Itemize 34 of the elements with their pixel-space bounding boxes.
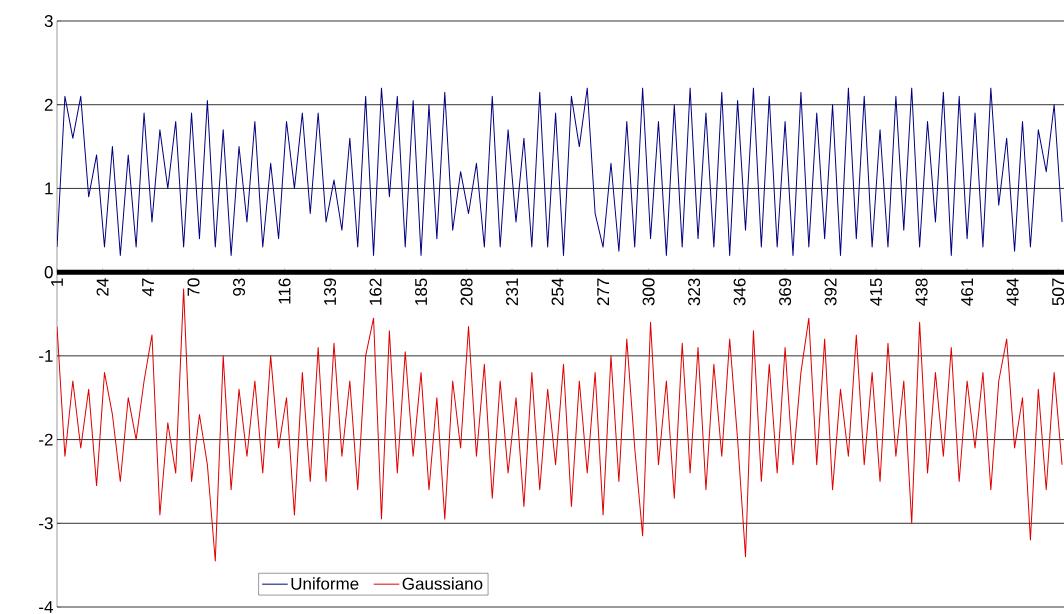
x-tick-label: 47: [142, 278, 154, 297]
line-series: [57, 87, 1063, 256]
x-tick-label: 208: [460, 278, 473, 306]
y-tick-label: -2: [39, 433, 53, 446]
x-tick-label: 507: [1052, 278, 1064, 306]
y-tick-label: -4: [39, 601, 53, 613]
x-tick-label: 24: [96, 278, 109, 296]
x-tick-label: 277: [597, 278, 609, 306]
y-tick-label: 0: [44, 266, 53, 279]
x-tick-label: 1: [51, 278, 63, 286]
x-tick-label: 369: [779, 278, 792, 306]
x-tick-label: 484: [1006, 278, 1019, 306]
x-tick-label: 392: [824, 278, 837, 306]
legend-label: Uniforme: [291, 577, 359, 590]
y-tick-label: 3: [44, 14, 53, 28]
x-tick-label: 323: [688, 278, 701, 306]
legend-label: Gaussiano: [402, 577, 483, 590]
x-tick-label: 415: [870, 278, 883, 306]
x-tick-label: 93: [233, 278, 246, 296]
x-tick-label: 461: [961, 278, 974, 306]
x-tick-label: 70: [187, 278, 200, 296]
y-tick-label: 2: [44, 98, 53, 111]
x-tick-label: 116: [278, 278, 291, 304]
x-tick-label: 346: [733, 278, 746, 306]
x-tick-label: 300: [642, 278, 655, 306]
x-tick-label: 438: [915, 278, 928, 306]
x-tick-label: 254: [551, 278, 564, 306]
x-tick-label: 162: [369, 278, 382, 305]
y-tick-label: -3: [39, 517, 53, 530]
x-tick-label: 185: [415, 278, 428, 305]
y-tick-label: -1: [39, 350, 53, 362]
x-tick-label: 231: [506, 278, 519, 306]
x-tick-label: 139: [324, 278, 337, 305]
y-tick-label: 1: [45, 182, 53, 195]
